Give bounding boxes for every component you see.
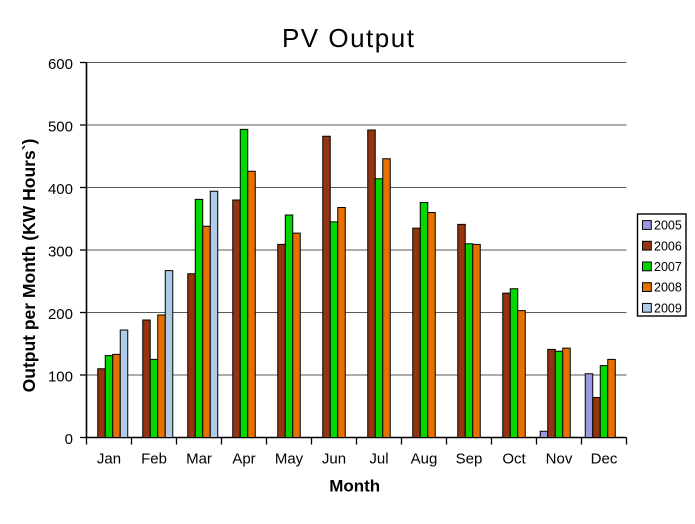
- svg-text:200: 200: [48, 306, 73, 323]
- svg-text:Jun: Jun: [322, 451, 346, 468]
- svg-text:Output per Month (KW Hours`): Output per Month (KW Hours`): [19, 139, 39, 393]
- svg-text:0: 0: [65, 431, 73, 448]
- svg-text:100: 100: [48, 368, 73, 385]
- svg-text:2008: 2008: [654, 281, 682, 295]
- svg-text:Jul: Jul: [369, 451, 388, 468]
- svg-text:300: 300: [48, 243, 73, 260]
- svg-text:May: May: [275, 451, 304, 468]
- svg-text:2009: 2009: [654, 301, 682, 315]
- svg-text:500: 500: [48, 118, 73, 135]
- svg-text:2007: 2007: [654, 260, 682, 274]
- svg-text:400: 400: [48, 181, 73, 198]
- svg-text:Dec: Dec: [591, 451, 618, 468]
- svg-text:Sep: Sep: [456, 451, 483, 468]
- svg-text:2006: 2006: [654, 239, 682, 253]
- svg-text:Oct: Oct: [502, 451, 526, 468]
- svg-text:2005: 2005: [654, 219, 682, 233]
- svg-text:600: 600: [48, 56, 73, 73]
- svg-text:Nov: Nov: [546, 451, 573, 468]
- svg-text:Mar: Mar: [186, 451, 212, 468]
- svg-text:Aug: Aug: [411, 451, 438, 468]
- svg-text:Jan: Jan: [97, 451, 121, 468]
- svg-text:Feb: Feb: [141, 451, 167, 468]
- svg-text:Month: Month: [329, 477, 380, 496]
- svg-text:PV Output: PV Output: [282, 23, 415, 53]
- svg-text:Apr: Apr: [232, 451, 255, 468]
